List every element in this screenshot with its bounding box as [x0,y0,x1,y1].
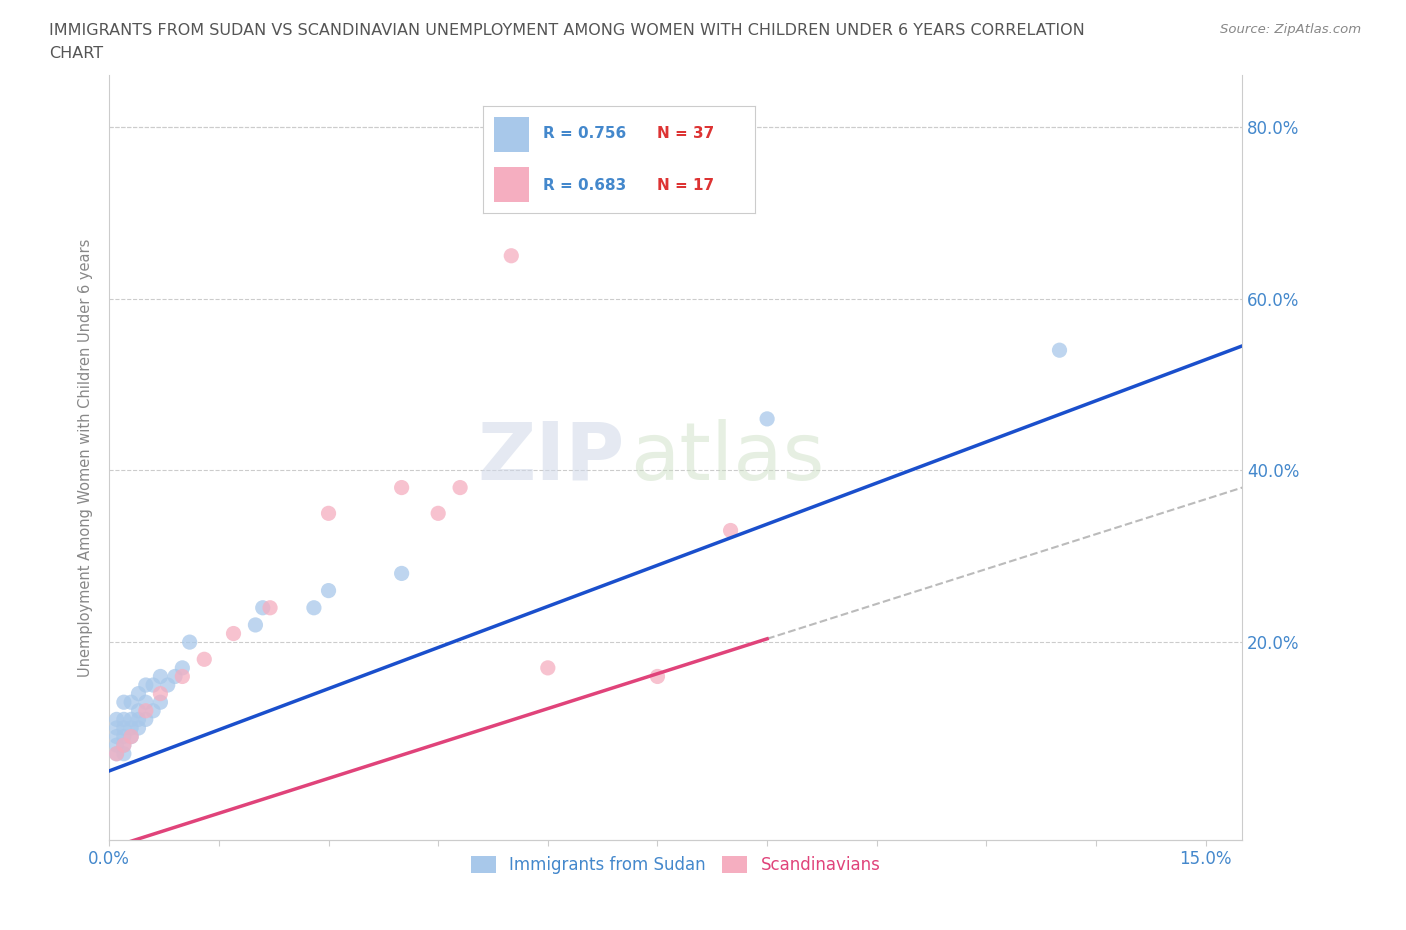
Point [112,746,135,761]
Point [427,506,450,521]
Point [149,695,172,710]
Point [156,678,179,693]
Point [135,695,157,710]
Point [391,566,413,581]
Point [120,729,142,744]
Point [647,669,669,684]
Point [245,618,267,632]
Point [112,737,135,752]
Point [537,660,560,675]
Point [172,660,194,675]
Point [105,729,128,744]
Point [135,712,157,727]
Point [1049,343,1071,358]
Point [449,480,471,495]
Point [112,729,135,744]
Point [163,669,186,684]
Text: ZIP: ZIP [478,418,624,497]
Point [105,712,128,727]
Point [112,695,135,710]
Point [135,678,157,693]
Point [120,729,142,744]
Text: Source: ZipAtlas.com: Source: ZipAtlas.com [1220,23,1361,36]
Point [112,737,135,752]
Point [120,712,142,727]
Point [105,746,128,761]
Point [112,712,135,727]
Point [105,721,128,736]
Point [105,746,128,761]
Point [127,686,149,701]
Y-axis label: Unemployment Among Women with Children Under 6 years: Unemployment Among Women with Children U… [79,238,93,677]
Point [720,523,742,538]
Text: CHART: CHART [49,46,103,61]
Point [135,703,157,718]
Point [142,703,165,718]
Point [112,721,135,736]
Text: IMMIGRANTS FROM SUDAN VS SCANDINAVIAN UNEMPLOYMENT AMONG WOMEN WITH CHILDREN UND: IMMIGRANTS FROM SUDAN VS SCANDINAVIAN UN… [49,23,1085,38]
Point [149,686,172,701]
Point [391,480,413,495]
Point [120,721,142,736]
Point [127,712,149,727]
Point [179,634,201,649]
Point [120,695,142,710]
Point [259,601,281,616]
Point [318,506,340,521]
Point [302,601,325,616]
Point [756,411,779,426]
Point [252,601,274,616]
Point [127,703,149,718]
Point [501,248,523,263]
Point [127,721,149,736]
Point [172,669,194,684]
Point [193,652,215,667]
Text: atlas: atlas [630,418,825,497]
Point [222,626,245,641]
Point [105,737,128,752]
Point [318,583,340,598]
Point [142,678,165,693]
Legend: Immigrants from Sudan, Scandinavians: Immigrants from Sudan, Scandinavians [464,849,887,881]
Point [149,669,172,684]
